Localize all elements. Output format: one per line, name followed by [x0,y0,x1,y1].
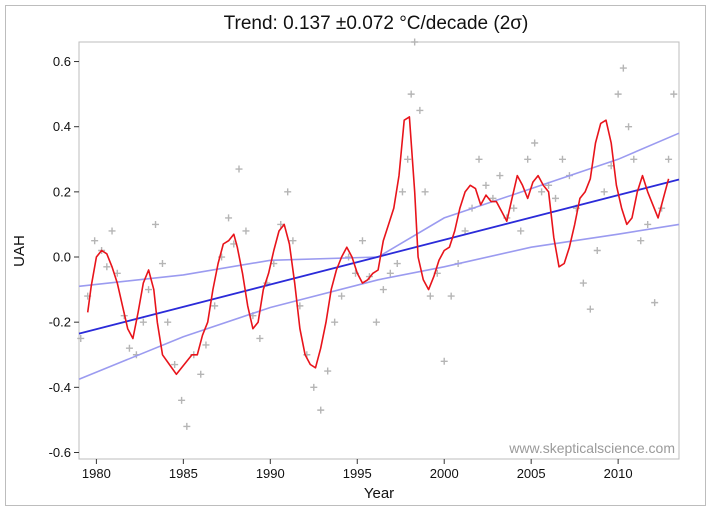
monthly-point [670,90,678,98]
monthly-point [665,155,673,163]
monthly-point [619,64,627,72]
monthly-point [277,220,285,228]
monthly-point [593,247,601,254]
monthly-point [426,292,434,300]
chart-title: Trend: 0.137 ±0.072 °C/decade (2σ) [224,13,529,34]
monthly-point [404,155,412,163]
monthly-point [345,253,353,261]
monthly-point [152,220,160,228]
monthly-point [139,318,147,326]
monthly-point [630,155,638,163]
trend-line [78,178,680,335]
monthly-point [202,341,210,349]
monthly-point [579,279,587,287]
monthly-point [517,227,525,235]
monthly-point [644,220,652,228]
x-axis: 1980 1985 1990 1995 2000 2005 2010 [82,459,633,481]
monthly-point [211,302,219,310]
monthly-point [103,263,111,271]
monthly-point [411,38,419,46]
monthly-point [358,237,366,245]
monthly-point [386,269,394,277]
chart-frame [5,5,706,506]
monthly-point [447,292,455,300]
monthly-point [77,334,85,342]
y-axis-label: UAH [11,235,28,267]
monthly-point [614,90,622,98]
x-tick-label: 1980 [82,466,111,481]
confidence-band [78,132,680,380]
monthly-point [145,286,153,294]
y-tick-label: 0.6 [53,54,71,69]
x-tick-label: 2005 [517,466,546,481]
monthly-point [475,155,483,163]
monthly-point [524,155,532,163]
monthly-point [242,227,250,235]
lower-confidence-line [78,223,680,380]
smoothed-line [86,116,670,376]
monthly-point [324,367,332,375]
monthly-point [625,123,633,131]
monthly-point [164,318,172,326]
monthly-point [331,318,339,326]
monthly-point [482,181,490,189]
monthly-point [416,106,424,114]
monthly-point [552,194,560,202]
smoothed-line-group [86,116,670,376]
monthly-point [197,370,205,378]
monthly-point [256,334,264,342]
monthly-point [225,214,233,222]
monthly-point [125,344,133,352]
monthly-point [91,237,99,245]
monthly-point [178,396,186,404]
y-tick-label: -0.4 [49,380,71,395]
monthly-point [393,260,401,268]
monthly-point [310,383,318,391]
y-tick-label: -0.6 [49,445,71,460]
monthly-point [398,188,406,196]
monthly-point [600,188,608,196]
x-tick-label: 1985 [169,466,198,481]
monthly-point [158,260,166,268]
monthly-point [637,237,645,245]
x-tick-label: 1995 [343,466,372,481]
y-tick-label: 0.4 [53,119,71,134]
monthly-point [558,155,566,163]
monthly-point [538,188,546,196]
x-axis-label: Year [364,485,394,502]
monthly-point [379,286,387,294]
monthly-points [77,38,678,430]
monthly-point [317,406,325,414]
monthly-point [108,227,116,235]
monthly-point [496,172,504,180]
monthly-point [183,422,191,430]
plot-area [78,41,680,460]
trend-line-group [78,178,680,335]
x-tick-label: 1990 [256,466,285,481]
x-tick-label: 2000 [430,466,459,481]
monthly-point [651,299,659,307]
monthly-point [235,165,243,173]
monthly-point [440,357,448,365]
y-tick-label: 0.0 [53,250,71,265]
monthly-point [284,188,292,196]
monthly-point [461,227,469,235]
watermark: www.skepticalscience.com [508,440,675,456]
monthly-point [586,305,594,313]
y-axis: -0.6 -0.4 -0.2 0.0 0.2 0.4 0.6 [49,54,79,460]
monthly-point [407,90,415,98]
x-tick-label: 2010 [604,466,633,481]
upper-confidence-line [78,132,680,288]
y-tick-label: 0.2 [53,184,71,199]
y-tick-label: -0.2 [49,315,71,330]
monthly-point [372,318,380,326]
monthly-point [171,361,179,369]
monthly-point [289,237,297,245]
monthly-point [421,188,429,196]
monthly-point [510,204,518,212]
monthly-point [338,292,346,300]
monthly-point [531,139,539,147]
